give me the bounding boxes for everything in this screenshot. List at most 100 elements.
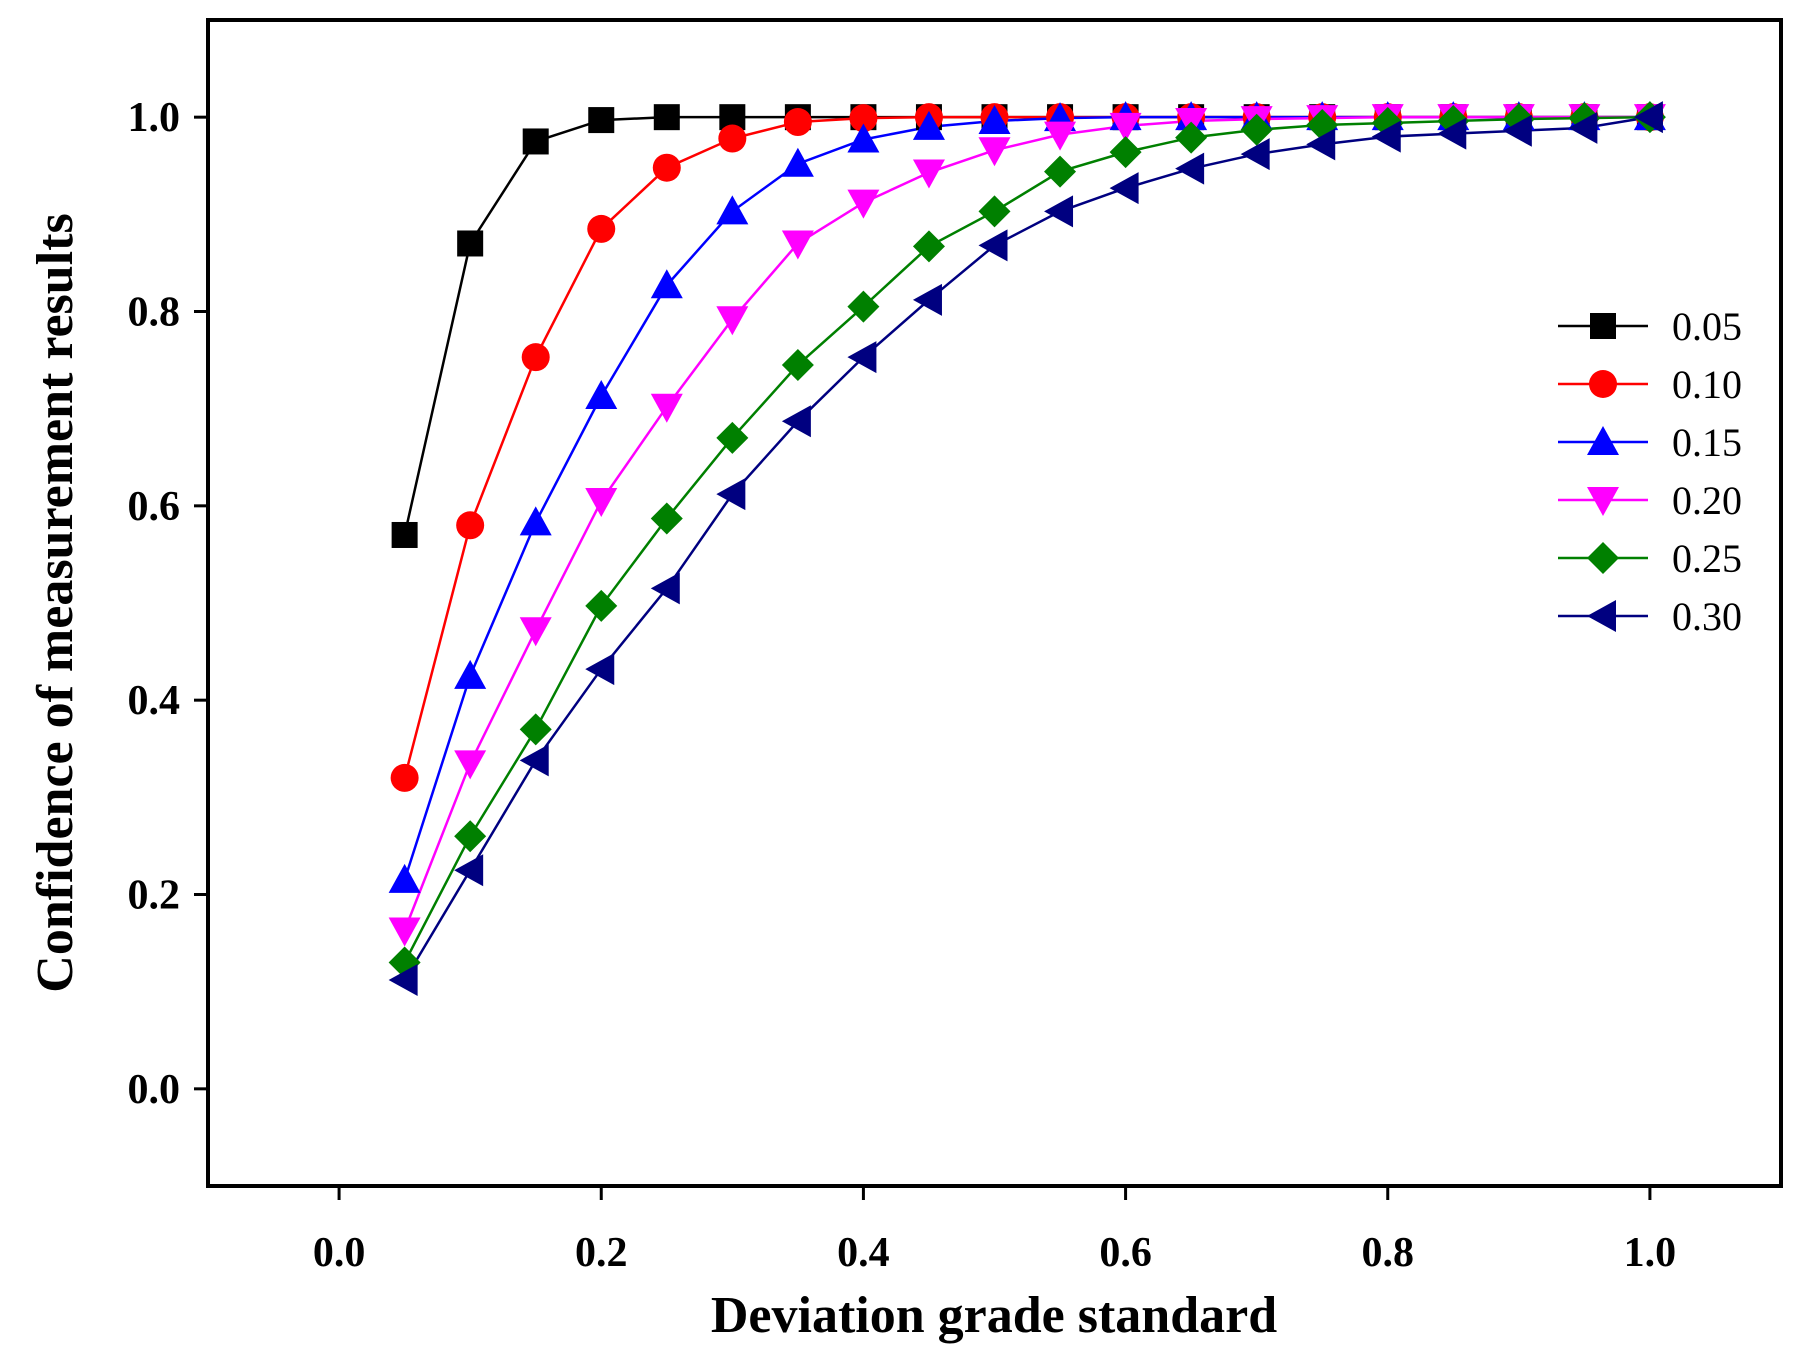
data-point-0.25 — [716, 421, 749, 454]
y-tick-label: 0.8 — [128, 290, 181, 336]
data-point-0.25 — [978, 195, 1011, 228]
data-point-0.20 — [912, 159, 945, 189]
data-point-0.30 — [978, 229, 1008, 262]
series-markers — [388, 101, 1666, 997]
data-point-0.25 — [847, 290, 880, 323]
data-point-0.30 — [1306, 128, 1336, 161]
legend-item: 0.25 — [1558, 536, 1742, 581]
legend-label: 0.10 — [1672, 362, 1742, 407]
data-point-0.25 — [781, 348, 814, 381]
legend-marker — [1587, 426, 1619, 455]
data-point-0.20 — [585, 487, 618, 517]
data-point-0.10 — [718, 124, 747, 153]
data-point-0.30 — [716, 478, 746, 511]
data-point-0.05 — [457, 230, 484, 257]
x-tick-label: 0.4 — [837, 1230, 890, 1276]
legend-item: 0.30 — [1558, 594, 1742, 639]
legend-item: 0.15 — [1558, 420, 1742, 465]
y-tick-label: 1.0 — [128, 95, 181, 141]
data-point-0.15 — [388, 863, 421, 893]
data-point-0.15 — [716, 195, 749, 225]
data-point-0.20 — [781, 230, 814, 260]
data-point-0.20 — [519, 617, 552, 647]
data-point-0.20 — [978, 137, 1011, 167]
legend-marker — [1589, 370, 1617, 398]
legend-label: 0.15 — [1672, 420, 1742, 465]
legend-label: 0.05 — [1672, 304, 1742, 349]
data-point-0.30 — [1044, 195, 1074, 228]
data-point-0.15 — [847, 123, 880, 153]
legend-label: 0.20 — [1672, 478, 1742, 523]
data-point-0.30 — [1371, 120, 1401, 153]
data-point-0.25 — [1175, 121, 1208, 154]
data-point-0.30 — [912, 283, 942, 316]
data-point-0.05 — [653, 104, 680, 131]
data-point-0.15 — [781, 147, 814, 177]
legend-label: 0.25 — [1672, 536, 1742, 581]
data-point-0.05 — [588, 107, 615, 134]
data-point-0.25 — [1109, 136, 1142, 169]
data-point-0.10 — [587, 214, 616, 243]
data-point-0.25 — [1240, 113, 1273, 146]
data-point-0.30 — [1109, 172, 1139, 205]
data-point-0.10 — [390, 763, 419, 792]
data-point-0.15 — [454, 659, 487, 689]
data-point-0.20 — [650, 393, 683, 423]
data-point-0.10 — [456, 511, 485, 540]
x-axis: 0.0 0.2 0.4 0.6 0.8 1.0 — [313, 1186, 1676, 1276]
data-point-0.15 — [912, 110, 945, 140]
data-point-0.10 — [783, 108, 812, 137]
plot-frame — [206, 18, 1783, 1188]
legend-marker — [1587, 542, 1619, 574]
data-point-0.05 — [391, 521, 418, 548]
legend-marker — [1587, 487, 1619, 516]
data-point-0.15 — [650, 269, 683, 299]
data-point-0.10 — [652, 153, 681, 182]
legend-marker — [1590, 313, 1616, 339]
data-point-0.30 — [388, 964, 418, 997]
data-point-0.15 — [585, 380, 618, 410]
data-point-0.30 — [454, 854, 484, 887]
data-point-0.30 — [519, 744, 549, 777]
data-point-0.30 — [1437, 117, 1467, 150]
legend-label: 0.30 — [1672, 594, 1742, 639]
x-tick-label: 0.2 — [575, 1230, 628, 1276]
data-point-0.30 — [1568, 111, 1598, 144]
y-tick-label: 0.4 — [128, 678, 181, 724]
y-tick-label: 0.0 — [128, 1067, 181, 1113]
data-point-0.20 — [1044, 121, 1077, 151]
legend-marker — [1587, 600, 1616, 632]
data-point-0.30 — [1633, 101, 1663, 134]
data-point-0.20 — [454, 750, 487, 780]
x-tick-label: 0.0 — [313, 1230, 366, 1276]
data-point-0.30 — [847, 341, 877, 374]
data-point-0.30 — [585, 653, 615, 686]
data-point-0.10 — [849, 104, 878, 133]
x-tick-label: 0.8 — [1362, 1230, 1415, 1276]
data-point-0.30 — [1502, 114, 1532, 147]
y-axis-title: Confidence of measurement results — [27, 213, 84, 992]
data-point-0.20 — [716, 306, 749, 336]
data-point-0.20 — [847, 189, 880, 219]
data-point-0.30 — [1175, 152, 1205, 185]
data-point-0.25 — [912, 230, 945, 263]
data-point-0.10 — [521, 343, 550, 372]
data-point-0.25 — [650, 502, 683, 535]
data-point-0.25 — [454, 820, 487, 853]
x-axis-title: Deviation grade standard — [711, 1287, 1277, 1344]
x-tick-label: 0.6 — [1099, 1230, 1152, 1276]
legend-item: 0.05 — [1558, 304, 1742, 349]
legend-item: 0.10 — [1558, 362, 1742, 407]
legend: 0.05 0.10 0.15 0.20 0.25 0.30 — [1558, 304, 1742, 639]
data-point-0.20 — [388, 917, 421, 947]
data-point-0.25 — [519, 713, 552, 746]
y-tick-label: 0.6 — [128, 484, 181, 530]
data-point-0.05 — [522, 128, 549, 155]
legend-item: 0.20 — [1558, 478, 1742, 523]
data-point-0.30 — [781, 405, 811, 438]
data-point-0.15 — [519, 506, 552, 536]
data-point-0.25 — [1044, 155, 1077, 188]
y-axis: 0.0 0.2 0.4 0.6 0.8 1.0 — [128, 95, 208, 1113]
